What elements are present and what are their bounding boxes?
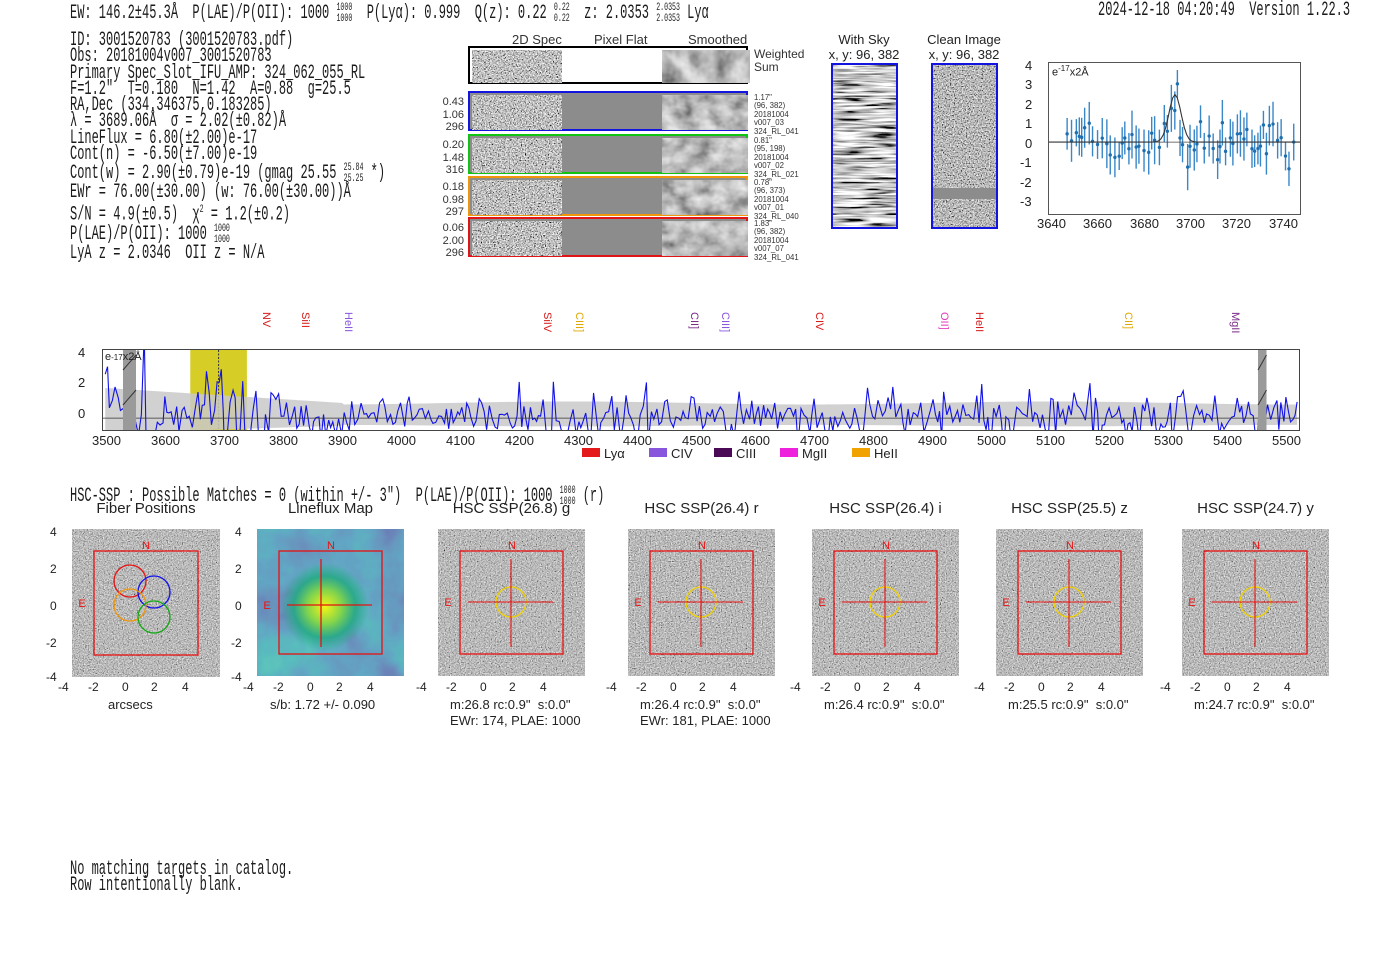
svg-text:E: E <box>78 598 85 610</box>
svg-text:E: E <box>1002 597 1009 609</box>
svg-text:E: E <box>263 600 270 612</box>
svg-text:E: E <box>634 597 641 609</box>
svg-text:E: E <box>818 597 825 609</box>
svg-text:N: N <box>142 540 150 552</box>
svg-text:N: N <box>882 540 890 552</box>
svg-text:N: N <box>1066 540 1074 552</box>
svg-text:N: N <box>327 540 335 552</box>
svg-text:E: E <box>1188 597 1195 609</box>
svg-text:E: E <box>444 597 451 609</box>
svg-text:N: N <box>508 540 516 552</box>
svg-text:N: N <box>1252 540 1260 552</box>
svg-text:N: N <box>698 540 706 552</box>
